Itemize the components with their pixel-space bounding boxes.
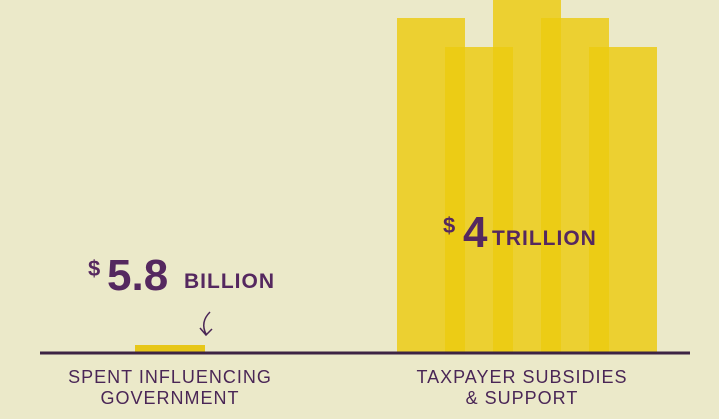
amount: 4: [463, 208, 488, 257]
block: [589, 47, 657, 352]
label: SPENT INFLUENCING: [68, 367, 272, 387]
currency: $: [443, 213, 455, 238]
arrow: [199, 311, 213, 337]
label: GOVERNMENT: [100, 388, 239, 408]
amount: 5.8: [107, 251, 168, 300]
currency: $: [88, 256, 100, 281]
label: & SUPPORT: [466, 388, 579, 408]
label: TAXPAYER SUBSIDIES: [416, 367, 627, 387]
stacked-blocks: [397, 0, 657, 352]
small-block: [135, 345, 205, 352]
unit: BILLION: [184, 270, 275, 293]
unit: TRILLION: [492, 227, 597, 250]
